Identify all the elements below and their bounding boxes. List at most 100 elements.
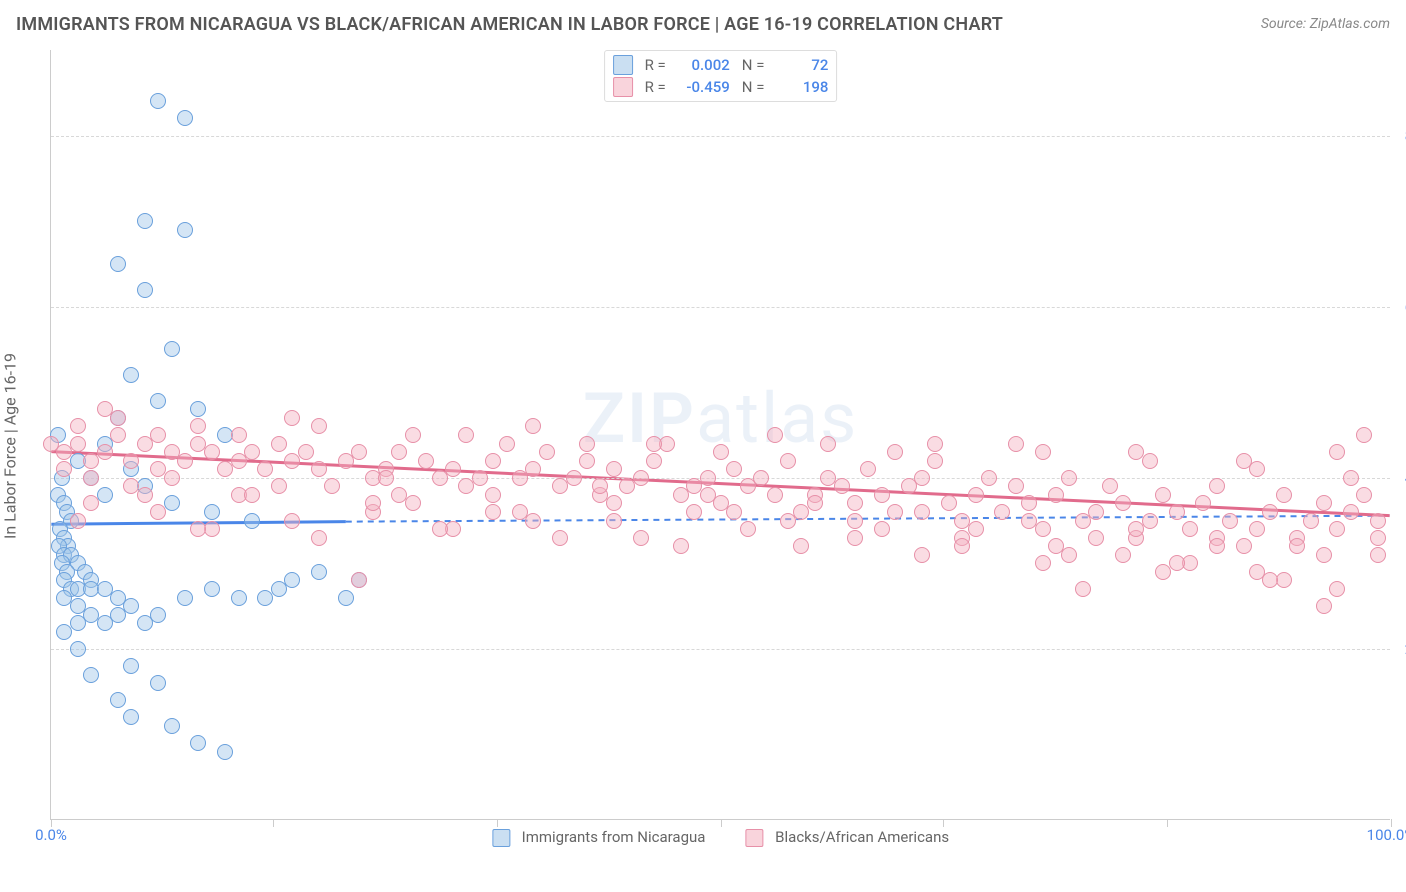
data-point-nicaragua: [56, 624, 72, 640]
legend-swatch-blue: [492, 829, 510, 847]
data-point-black: [324, 478, 340, 494]
data-point-black: [231, 427, 247, 443]
data-point-black: [311, 418, 327, 434]
data-point-black: [1329, 521, 1345, 537]
data-point-black: [1222, 513, 1238, 529]
data-point-black: [606, 461, 622, 477]
data-point-black: [177, 453, 193, 469]
data-point-black: [606, 495, 622, 511]
data-point-black: [190, 521, 206, 537]
data-point-black: [271, 478, 287, 494]
data-point-nicaragua: [123, 709, 139, 725]
data-point-black: [1209, 478, 1225, 494]
data-point-black: [994, 504, 1010, 520]
data-point-black: [1262, 572, 1278, 588]
data-point-black: [847, 495, 863, 511]
data-point-nicaragua: [97, 487, 113, 503]
data-point-black: [70, 436, 86, 452]
data-point-black: [97, 444, 113, 460]
xtick-label: 100.0%: [1367, 826, 1406, 844]
data-point-black: [97, 401, 113, 417]
data-point-black: [767, 487, 783, 503]
gridline-h: [51, 649, 1390, 650]
xtick-mark: [1167, 819, 1168, 827]
data-point-nicaragua: [70, 615, 86, 631]
data-point-black: [1236, 453, 1252, 469]
data-point-black: [539, 444, 555, 460]
data-point-black: [525, 513, 541, 529]
y-axis-label: In Labor Force | Age 16-19: [1, 353, 20, 539]
data-point-black: [1155, 487, 1171, 503]
data-point-black: [472, 470, 488, 486]
data-point-black: [1209, 538, 1225, 554]
data-point-nicaragua: [338, 590, 354, 606]
data-point-black: [874, 487, 890, 503]
data-point-black: [740, 521, 756, 537]
data-point-black: [244, 444, 260, 460]
data-point-black: [1021, 513, 1037, 529]
data-point-black: [405, 495, 421, 511]
data-point-black: [1008, 478, 1024, 494]
data-point-black: [271, 436, 287, 452]
gridline-h: [51, 136, 1390, 137]
data-point-black: [164, 470, 180, 486]
data-point-black: [566, 470, 582, 486]
data-point-black: [887, 444, 903, 460]
data-point-black: [1128, 444, 1144, 460]
data-point-black: [365, 495, 381, 511]
data-point-black: [847, 530, 863, 546]
legend-item-black: Blacks/African Americans: [745, 828, 949, 847]
data-point-black: [1035, 444, 1051, 460]
data-point-black: [284, 513, 300, 529]
data-point-black: [753, 470, 769, 486]
data-point-nicaragua: [190, 735, 206, 751]
data-point-black: [1169, 504, 1185, 520]
data-point-black: [1356, 487, 1372, 503]
data-point-black: [1061, 470, 1077, 486]
data-point-black: [1249, 521, 1265, 537]
data-point-nicaragua: [231, 590, 247, 606]
data-point-black: [485, 453, 501, 469]
data-point-black: [834, 478, 850, 494]
data-point-nicaragua: [83, 667, 99, 683]
data-point-black: [298, 444, 314, 460]
source-label: Source: ZipAtlas.com: [1261, 16, 1390, 32]
data-point-black: [1115, 547, 1131, 563]
data-point-black: [1061, 547, 1077, 563]
data-point-nicaragua: [164, 495, 180, 511]
data-point-black: [968, 521, 984, 537]
data-point-nicaragua: [284, 572, 300, 588]
data-point-nicaragua: [204, 581, 220, 597]
legend-swatch-pink: [745, 829, 763, 847]
data-point-black: [1142, 513, 1158, 529]
xtick-label: 0.0%: [35, 826, 67, 844]
data-point-black: [1370, 547, 1386, 563]
data-point-black: [820, 436, 836, 452]
data-point-black: [914, 470, 930, 486]
data-point-nicaragua: [244, 513, 260, 529]
data-point-black: [633, 470, 649, 486]
chart-title: IMMIGRANTS FROM NICARAGUA VS BLACK/AFRIC…: [16, 14, 1003, 35]
data-point-nicaragua: [311, 564, 327, 580]
data-point-black: [1289, 538, 1305, 554]
data-point-black: [1370, 530, 1386, 546]
data-point-black: [1102, 478, 1118, 494]
data-point-nicaragua: [110, 692, 126, 708]
data-point-black: [968, 487, 984, 503]
data-point-black: [432, 521, 448, 537]
data-point-black: [70, 418, 86, 434]
data-point-black: [579, 453, 595, 469]
data-point-black: [1128, 521, 1144, 537]
data-point-black: [941, 495, 957, 511]
data-point-black: [592, 478, 608, 494]
legend-label-nicaragua: Immigrants from Nicaragua: [522, 828, 706, 846]
data-point-black: [927, 436, 943, 452]
data-point-black: [1343, 504, 1359, 520]
data-point-black: [137, 487, 153, 503]
data-point-black: [847, 513, 863, 529]
ytick-label: 40.0%: [1395, 469, 1406, 487]
data-point-nicaragua: [177, 110, 193, 126]
scatter-plot-area: ZIPatlas R = 0.002 N = 72 R = -0.459 N =…: [50, 50, 1390, 820]
data-point-black: [673, 538, 689, 554]
data-point-black: [579, 436, 595, 452]
